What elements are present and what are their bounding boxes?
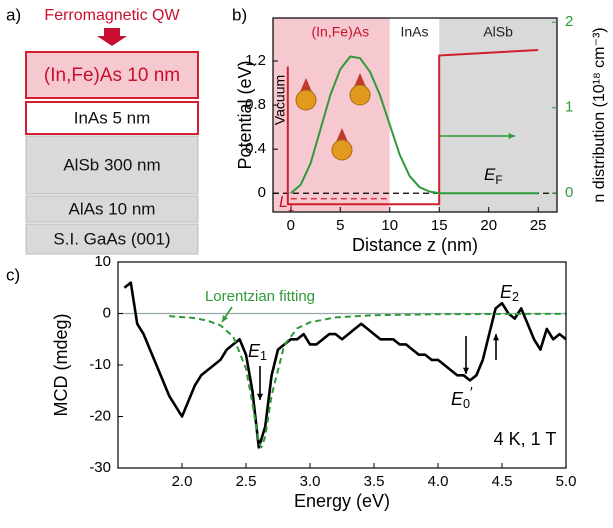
vacuum-label: Vacuum	[272, 75, 288, 125]
stack-title: Ferromagnetic QW	[44, 7, 180, 24]
e0-arrow-head	[462, 367, 470, 374]
layer-label: InAs 5 nm	[74, 108, 151, 127]
x-axis-label: Energy (eV)	[294, 491, 390, 511]
e1-label: E1	[248, 341, 267, 364]
x-tick-label: 2.0	[172, 473, 193, 490]
e1-label-main: E	[248, 341, 261, 361]
y-axis-label: Potential (eV)	[235, 60, 255, 169]
y-tick-label: 10	[94, 253, 111, 270]
x-tick-label: 2.5	[236, 473, 257, 490]
fermi-label-main: E	[484, 165, 496, 184]
x-tick-label: 3.5	[364, 473, 385, 490]
layer-label: (In,Fe)As 10 nm	[44, 65, 180, 86]
e2-label: E2	[500, 282, 519, 305]
e2-label-main: E	[500, 282, 513, 302]
layer	[25, 101, 199, 135]
y-tick-label: -10	[89, 356, 111, 373]
y2-tick-label: 1	[565, 99, 573, 116]
y-tick-label: -30	[89, 459, 111, 476]
layer-label: AlAs 10 nm	[69, 199, 156, 218]
region	[273, 18, 390, 212]
layer	[25, 51, 199, 99]
fit-label: Lorentzian fitting	[205, 288, 315, 305]
qw-arrow	[97, 28, 127, 46]
series-line	[290, 55, 539, 195]
y-tick-label: 0.8	[245, 96, 266, 113]
y-tick-label: -20	[89, 407, 111, 424]
fermi-label: EF	[484, 165, 503, 187]
layer	[25, 195, 199, 223]
x-tick-label: 10	[381, 217, 398, 234]
x-tick-label: 25	[530, 217, 547, 234]
series-line	[169, 312, 567, 449]
y2-tick-label: 2	[565, 13, 573, 30]
layer	[25, 135, 199, 195]
region-label: (In,Fe)As	[312, 24, 370, 40]
spin-arrow	[354, 73, 366, 87]
level-label-main: L	[279, 194, 288, 211]
e0-label: E0′	[451, 385, 473, 412]
x-axis-label: Distance z (nm)	[352, 235, 478, 255]
x-tick-label: 5.0	[556, 473, 577, 490]
e0-label-sub: 0	[463, 397, 470, 411]
panel-label: c)	[6, 265, 20, 284]
x-tick-label: 15	[431, 217, 448, 234]
electron	[331, 139, 353, 161]
layer-label: S.I. GaAs (001)	[53, 229, 170, 248]
electron	[349, 84, 371, 106]
e1-label-sub: 1	[260, 349, 267, 363]
region-label: InAs	[400, 24, 428, 40]
y-tick-label: 0	[103, 304, 111, 321]
x-tick-label: 20	[480, 217, 497, 234]
spin-arrow	[300, 78, 312, 92]
condition-label: 4 K, 1 T	[494, 429, 557, 449]
x-tick-label: 3.0	[300, 473, 321, 490]
electron	[295, 89, 317, 111]
layer-label: AlSb 300 nm	[63, 155, 160, 174]
y2-axis-label: n distribution (10¹⁸ cm⁻³)	[591, 27, 608, 202]
e2-label-sub: 2	[512, 290, 519, 304]
y-axis-label: MCD (mdeg)	[51, 313, 71, 416]
region-label: AlSb	[483, 24, 513, 40]
e0-label-sup: ′	[470, 385, 473, 401]
y-tick-label: 1.2	[245, 52, 266, 69]
fermi-label-sub: F	[495, 173, 502, 187]
e2-arrow-head	[492, 334, 500, 341]
series-line	[123, 281, 567, 449]
plot-frame	[272, 17, 558, 213]
layer	[25, 223, 199, 255]
panel-label: b)	[232, 5, 247, 24]
y2-tick-label: 0	[565, 184, 573, 201]
axis-arrow-head	[508, 132, 515, 140]
series-line	[286, 49, 539, 206]
x-tick-label: 4.0	[428, 473, 449, 490]
x-tick-label: 4.5	[492, 473, 513, 490]
panel-label: a)	[6, 5, 21, 24]
e0-label-main: E	[451, 389, 464, 409]
level-label-sub: 1	[288, 202, 294, 214]
level-label: L1	[279, 194, 294, 214]
x-tick-label: 0	[287, 217, 295, 234]
spin-arrow	[336, 128, 348, 142]
y-tick-label: 0	[258, 184, 266, 201]
y-tick-label: 0.4	[245, 140, 266, 157]
e1-arrow-head	[256, 393, 264, 400]
region	[389, 18, 440, 212]
x-tick-label: 5	[336, 217, 344, 234]
fit-arrow-head	[222, 315, 229, 322]
